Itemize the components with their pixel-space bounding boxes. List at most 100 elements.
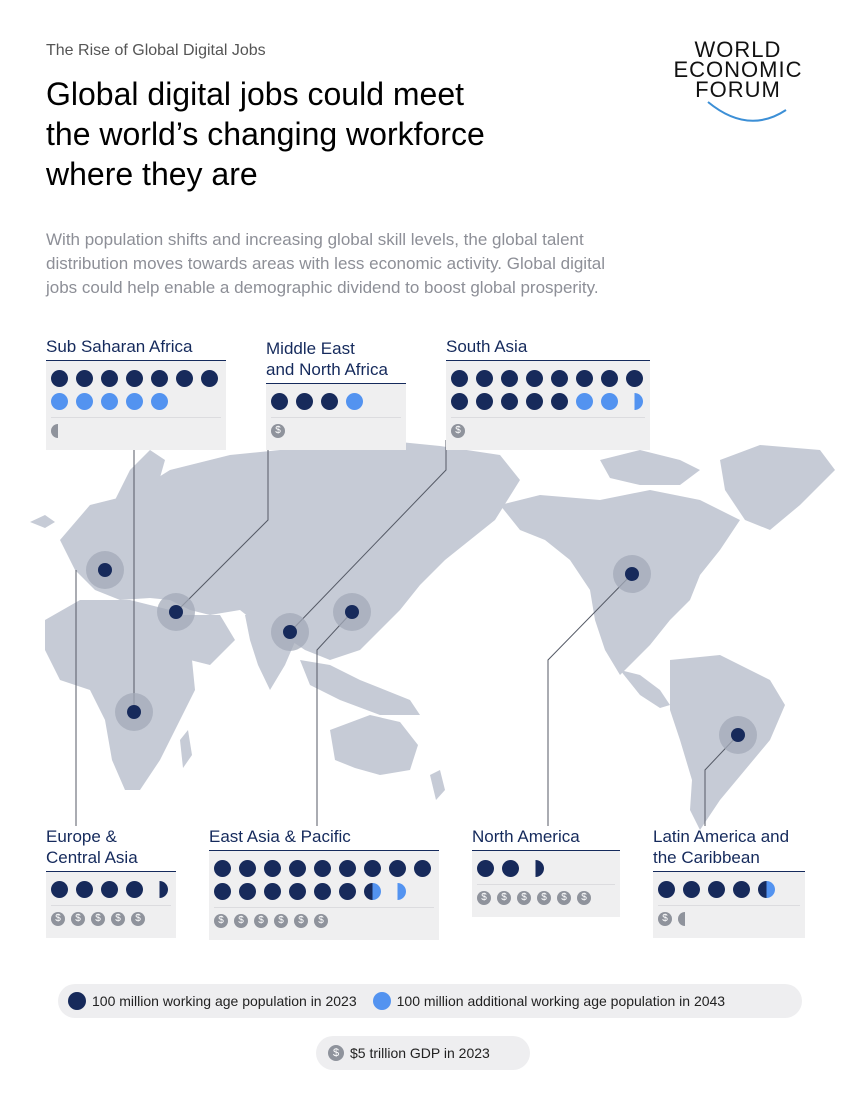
subtitle-line: distribution moves towards areas with le… — [46, 254, 606, 273]
population-dot — [101, 370, 118, 387]
panel-sub-saharan-africa: Sub Saharan Africa $ — [46, 336, 226, 450]
population-dot — [321, 393, 338, 410]
dollar-coin-icon: $ — [497, 891, 511, 905]
dollar-coin-half-icon: $ — [678, 912, 692, 926]
region-body: $ $ $ $ $ $ — [209, 851, 439, 940]
region-title-line: Latin America and — [653, 827, 790, 846]
subtitle: With population shifts and increasing gl… — [46, 228, 666, 300]
population-dot-half — [527, 860, 544, 877]
population-dot-half-mix — [364, 883, 381, 900]
population-dot — [526, 370, 543, 387]
population-dot — [626, 370, 643, 387]
gdp-row: $ $ $ $ $ — [51, 905, 171, 934]
dollar-coin-icon: $ — [314, 914, 328, 928]
population-dot — [176, 370, 193, 387]
dollar-coin-icon: $ — [234, 914, 248, 928]
dollar-coin-icon: $ — [254, 914, 268, 928]
region-markers — [86, 551, 757, 754]
region-body: $ — [46, 361, 226, 450]
population-dot — [271, 393, 288, 410]
population-dot — [239, 860, 256, 877]
leader-lines — [75, 440, 739, 826]
dollar-coin-icon: $ — [51, 912, 65, 926]
legend-item-2043: 100 million additional working age popul… — [372, 992, 725, 1010]
dollar-coin-icon: $ — [328, 1045, 344, 1061]
region-title: East Asia & Pacific — [209, 826, 439, 851]
panel-east-asia-pacific: East Asia & Pacific $ $ $ $ $ $ — [209, 826, 439, 940]
region-title-line: Middle East — [266, 339, 355, 358]
population-dot — [289, 883, 306, 900]
logo-line: WORLD — [694, 37, 782, 62]
population-dot — [264, 883, 281, 900]
population-dot — [239, 883, 256, 900]
region-body: $$ — [653, 872, 805, 938]
population-dot — [289, 860, 306, 877]
region-title: Middle East and North Africa — [266, 338, 406, 384]
population-dot-half-mix — [758, 881, 775, 898]
population-dot-light — [51, 393, 68, 410]
dollar-coin-icon: $ — [274, 914, 288, 928]
dollar-coin-icon: $ — [111, 912, 125, 926]
region-title-line: Europe & — [46, 827, 117, 846]
population-row — [214, 857, 434, 880]
dollar-coin-icon: $ — [477, 891, 491, 905]
population-dot — [551, 393, 568, 410]
gdp-row: $ — [271, 417, 401, 446]
population-dot — [476, 393, 493, 410]
population-dot — [364, 860, 381, 877]
dollar-coin-icon: $ — [71, 912, 85, 926]
region-title-line: North America — [472, 827, 580, 846]
title-line: the world’s changing workforce — [46, 116, 485, 152]
population-dot — [501, 370, 518, 387]
subtitle-line: With population shifts and increasing gl… — [46, 230, 584, 249]
population-dot — [477, 860, 494, 877]
panel-south-asia: South Asia $ — [446, 336, 650, 450]
land-masses — [30, 440, 835, 830]
population-dot — [339, 860, 356, 877]
population-dot — [314, 860, 331, 877]
gdp-row: $$ — [658, 905, 800, 934]
population-dot — [526, 393, 543, 410]
subtitle-line: jobs could help enable a demographic div… — [46, 278, 599, 297]
population-dot — [576, 370, 593, 387]
population-dot — [708, 881, 725, 898]
legend-item-gdp: $ $5 trillion GDP in 2023 — [328, 1045, 490, 1061]
population-dot — [476, 370, 493, 387]
region-title: South Asia — [446, 336, 650, 361]
population-row — [658, 878, 800, 901]
dollar-coin-icon: $ — [271, 424, 285, 438]
dollar-coin-icon: $ — [537, 891, 551, 905]
population-dot-light — [151, 393, 168, 410]
population-dot — [76, 370, 93, 387]
population-dot-light — [601, 393, 618, 410]
population-dot — [451, 393, 468, 410]
logo-line: FORUM — [695, 77, 781, 102]
population-dot — [126, 370, 143, 387]
population-dot — [76, 881, 93, 898]
population-dot-light — [576, 393, 593, 410]
population-row — [51, 367, 221, 390]
population-dot — [501, 393, 518, 410]
population-dot — [601, 370, 618, 387]
dollar-coin-icon: $ — [294, 914, 308, 928]
population-row — [477, 857, 615, 880]
dollar-coin-icon: $ — [658, 912, 672, 926]
region-title-line: East Asia & Pacific — [209, 827, 351, 846]
region-title: North America — [472, 826, 620, 851]
region-title-line: the Caribbean — [653, 848, 760, 867]
legend-gdp: $ $5 trillion GDP in 2023 — [316, 1036, 530, 1070]
population-dot — [201, 370, 218, 387]
region-title-line: South Asia — [446, 337, 528, 356]
population-dot-half — [151, 881, 168, 898]
population-dot-light — [346, 393, 363, 410]
population-dot — [296, 393, 313, 410]
population-dot — [51, 370, 68, 387]
region-title-line: Sub Saharan Africa — [46, 337, 193, 356]
population-dot — [414, 860, 431, 877]
region-body: $ — [446, 361, 650, 450]
population-dot-half-light — [389, 883, 406, 900]
dollar-coin-icon: $ — [557, 891, 571, 905]
legend-population: 100 million working age population in 20… — [58, 984, 802, 1018]
population-dot — [733, 881, 750, 898]
